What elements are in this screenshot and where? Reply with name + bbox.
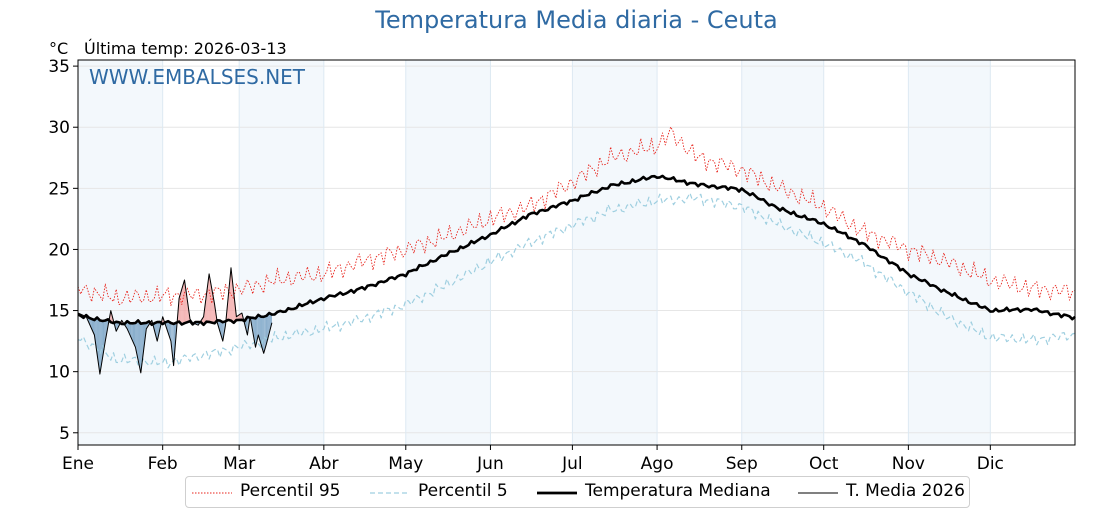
anomaly-fill-warm — [183, 283, 184, 323]
watermark-text: WWW.EMBALSES.NET — [89, 65, 306, 89]
legend-label-p5: Percentil 5 — [418, 481, 508, 501]
month-band — [78, 60, 163, 445]
anomaly-fill-cold — [139, 323, 140, 369]
x-tick-label: Abr — [309, 454, 338, 474]
legend: Percentil 95 Percentil 5 Temperatura Med… — [185, 476, 970, 508]
anomaly-fill-warm — [209, 274, 210, 322]
x-tick-label: Nov — [892, 454, 925, 474]
y-tick-label: 35 — [48, 57, 70, 77]
y-tick-label: 5 — [59, 424, 70, 444]
y-tick-label: 15 — [48, 302, 70, 322]
legend-label-2026: T. Media 2026 — [846, 481, 965, 501]
month-band — [239, 60, 324, 445]
month-band — [572, 60, 657, 445]
anomaly-fill-cold — [138, 323, 139, 365]
anomaly-fill-cold — [263, 316, 264, 354]
y-tick-label: 25 — [48, 179, 70, 199]
legend-label-median: Temperatura Mediana — [585, 481, 771, 501]
y-tick-label: 10 — [48, 363, 70, 383]
x-tick-label: Oct — [809, 454, 839, 474]
temperature-chart: WWW.EMBALSES.NET 5 10 15 20 25 30 35 Ene Feb Mar… — [0, 0, 1120, 476]
x-tick-label: Feb — [148, 454, 178, 474]
legend-swatch-median — [537, 491, 577, 495]
anomaly-fill-cold — [140, 323, 141, 373]
month-bands — [78, 60, 990, 445]
anomaly-fill-cold — [262, 316, 263, 350]
x-tick-label: Jun — [476, 454, 504, 474]
anomaly-fill-warm — [184, 280, 185, 323]
x-tick-label: Dic — [977, 454, 1004, 474]
anomaly-fill-warm — [181, 289, 182, 323]
legend-swatch-p95 — [192, 491, 232, 495]
y-tick-label: 20 — [48, 240, 70, 260]
x-tick-label: Jul — [561, 454, 583, 474]
x-tick-label: Mar — [223, 454, 255, 474]
month-band — [742, 60, 824, 445]
legend-swatch-p5 — [370, 491, 410, 495]
y-axis-ticks: 5 10 15 20 25 30 35 — [48, 57, 78, 444]
x-tick-label: Ene — [62, 454, 94, 474]
x-axis-ticks: Ene Feb Mar Abr May Jun Jul Ago Sep Oct Nov Dic — [62, 445, 1004, 474]
y-tick-label: 30 — [48, 118, 70, 138]
anomaly-fill-cold — [100, 320, 101, 374]
legend-label-p95: Percentil 95 — [240, 481, 340, 501]
x-tick-label: Sep — [726, 454, 758, 474]
x-tick-label: May — [388, 454, 423, 474]
x-tick-label: Ago — [641, 454, 674, 474]
legend-swatch-2026 — [798, 491, 838, 495]
